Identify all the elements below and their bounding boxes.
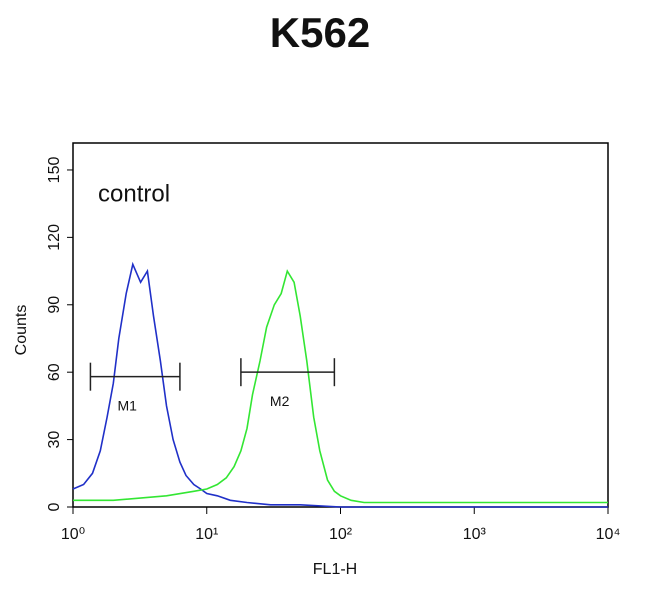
y-tick-label: 150	[46, 157, 63, 184]
x-tick-label: 10⁴	[596, 526, 621, 543]
y-tick-label: 60	[46, 363, 63, 381]
marker-label: M2	[270, 393, 290, 409]
histogram-line	[73, 269, 608, 504]
y-tick-label: 0	[46, 502, 63, 511]
marker-label: M1	[117, 397, 137, 413]
y-tick-label: 30	[46, 431, 63, 449]
x-tick-label: 10⁰	[61, 526, 85, 543]
y-tick-label: 120	[46, 224, 63, 251]
y-axis-label: Counts	[13, 305, 30, 356]
histogram-line	[72, 261, 608, 508]
y-tick-label: 90	[46, 296, 63, 314]
x-tick-label: 10³	[463, 526, 487, 543]
annotation: control	[98, 180, 170, 207]
x-tick-label: 10¹	[195, 526, 218, 543]
x-axis-label: FL1-H	[313, 561, 357, 578]
chart-title: K562	[270, 9, 370, 56]
x-tick-label: 10²	[329, 526, 353, 543]
